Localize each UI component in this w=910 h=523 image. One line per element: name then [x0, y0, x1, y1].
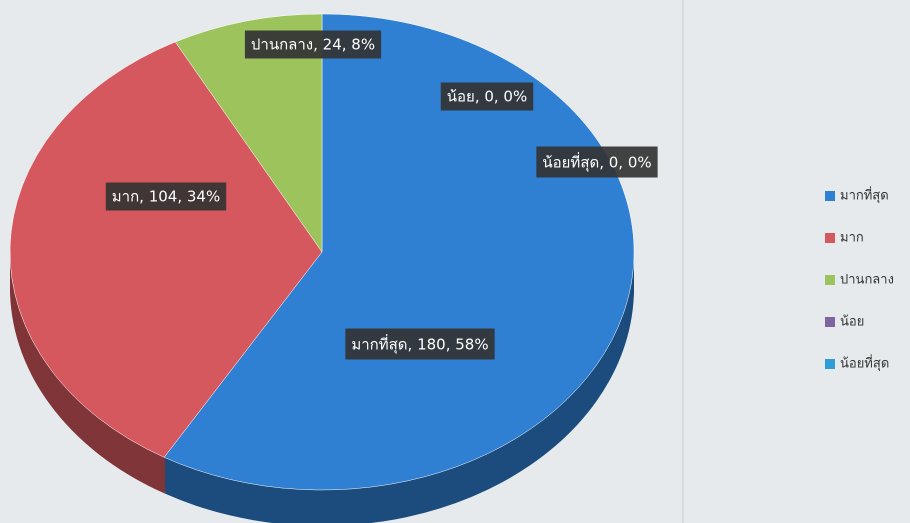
legend-label: ปานกลาง: [840, 273, 894, 288]
pie-tops: [9, 13, 635, 491]
data-label: มาก, 104, 34%: [105, 182, 227, 211]
legend-label: น้อยที่สุด: [840, 355, 889, 372]
label-text: น้อยที่สุด, 0, 0%: [542, 152, 651, 173]
slice: [163, 13, 635, 491]
data-label: ปานกลาง, 24, 8%: [244, 30, 382, 59]
label-box: [105, 182, 227, 211]
label-box: [244, 30, 382, 59]
label-box: [345, 328, 495, 360]
label-box: [440, 82, 534, 111]
legend-label: มาก: [840, 231, 864, 246]
legend-label: น้อย: [840, 315, 864, 330]
legend-swatch: [825, 317, 835, 327]
legend-label: มากที่สุด: [840, 187, 889, 204]
label-text: มากที่สุด, 180, 58%: [351, 334, 488, 355]
label-text: น้อย, 0, 0%: [447, 88, 527, 106]
legend-swatch: [825, 275, 835, 285]
legend-swatch: [825, 191, 835, 201]
data-label: มากที่สุด, 180, 58%: [345, 328, 495, 360]
legend-swatch: [825, 359, 835, 369]
label-text: มาก, 104, 34%: [112, 188, 220, 206]
legend-swatch: [825, 233, 835, 243]
label-text: ปานกลาง, 24, 8%: [251, 36, 375, 54]
data-labels: มากที่สุด, 180, 58% มาก, 104, 34% ปานกลาง,…: [105, 30, 658, 360]
slice: [9, 41, 323, 458]
data-label: น้อย, 0, 0%: [440, 82, 534, 111]
data-label: น้อยที่สุด, 0, 0%: [536, 146, 658, 178]
label-box: [536, 146, 658, 178]
slice: [174, 13, 323, 253]
